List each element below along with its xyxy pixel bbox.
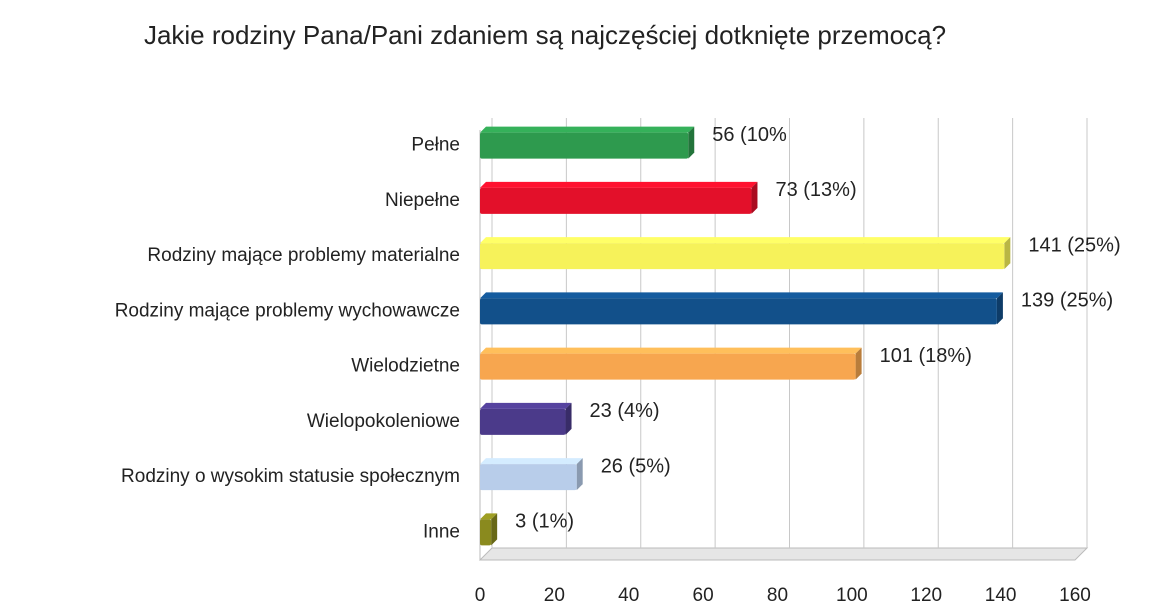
bar-end xyxy=(565,402,572,435)
value-label: 73 (13%) xyxy=(775,179,856,201)
value-label: 23 (4%) xyxy=(590,400,660,422)
bar-end xyxy=(855,347,862,380)
bar-end xyxy=(491,513,498,546)
x-tick-label: 160 xyxy=(1059,585,1091,606)
bar-top xyxy=(480,181,758,188)
y-tick-label: Rodziny o wysokim statusie społecznym xyxy=(121,466,460,487)
x-tick-label: 40 xyxy=(618,585,639,606)
x-tick-label: 140 xyxy=(985,585,1017,606)
bar-top xyxy=(480,347,862,354)
y-tick-label: Wielodzietne xyxy=(351,356,460,377)
bar xyxy=(480,353,856,380)
bar-top xyxy=(480,237,1011,244)
value-label: 26 (5%) xyxy=(601,455,671,477)
bar-top xyxy=(480,513,498,520)
bar xyxy=(480,132,689,159)
bar-end xyxy=(576,458,583,491)
bar xyxy=(480,464,577,491)
bar xyxy=(480,408,566,435)
bar-end xyxy=(751,181,758,214)
bar xyxy=(480,243,1005,270)
floor xyxy=(478,547,1089,561)
x-tick-label: 100 xyxy=(836,585,868,606)
bar-end xyxy=(996,292,1003,325)
y-tick-label: Rodziny mające problemy wychowawcze xyxy=(115,300,460,321)
bar xyxy=(480,187,752,214)
x-tick-label: 120 xyxy=(910,585,942,606)
x-tick-label: 0 xyxy=(475,585,486,606)
bar xyxy=(480,298,997,325)
y-tick-label: Pełne xyxy=(411,135,460,156)
y-tick-label: Niepełne xyxy=(385,190,460,211)
chart-title: Jakie rodziny Pana/Pani zdaniem są najcz… xyxy=(143,20,947,50)
value-label: 139 (25%) xyxy=(1021,290,1113,312)
bar xyxy=(480,519,492,546)
bar-top xyxy=(480,402,572,409)
value-label: 3 (1%) xyxy=(515,511,574,533)
bar-top xyxy=(480,292,1003,299)
bar-end xyxy=(1004,237,1011,270)
bar-end xyxy=(688,126,695,159)
bar-top xyxy=(480,458,583,465)
x-tick-label: 80 xyxy=(767,585,788,606)
x-tick-label: 20 xyxy=(544,585,565,606)
value-label: 141 (25%) xyxy=(1028,234,1120,256)
y-tick-label: Wielopokoleniowe xyxy=(307,411,460,432)
value-label: 56 (10% xyxy=(712,124,787,146)
y-tick-label: Inne xyxy=(423,521,460,542)
value-label: 101 (18%) xyxy=(880,345,972,367)
bar-top xyxy=(480,126,695,133)
x-tick-label: 60 xyxy=(693,585,714,606)
y-tick-label: Rodziny mające problemy materialne xyxy=(147,245,460,266)
